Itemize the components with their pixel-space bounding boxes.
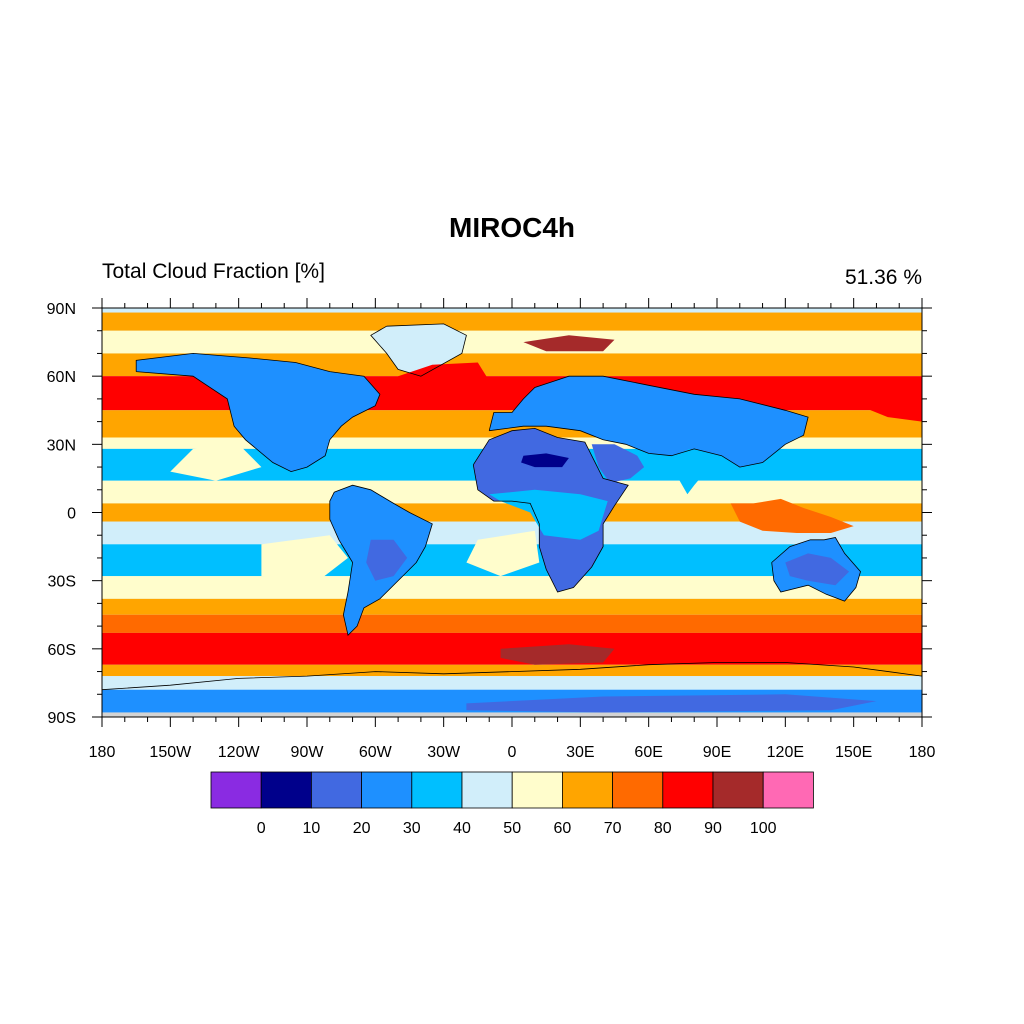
x-tick-label: 120W — [218, 744, 261, 761]
y-tick-label: 90N — [47, 301, 76, 318]
colorbar-swatch — [562, 771, 614, 809]
south-america-interior — [366, 539, 408, 581]
x-tick-label: 60W — [359, 744, 393, 761]
colorbar-label: 20 — [353, 820, 371, 837]
axis-ticks: 180 150W 120W 90W 60W 30W 0 30E 60E 90E 120E 150E 18… — [47, 298, 936, 761]
colorbar-label: 70 — [604, 820, 622, 837]
latitude-band-11 — [102, 576, 922, 599]
latitude-band-1 — [102, 330, 922, 354]
colorbar-label: 90 — [704, 820, 722, 837]
y-tick-label: 60N — [47, 369, 76, 386]
indonesia — [730, 498, 854, 533]
x-tick-label: 90W — [291, 744, 325, 761]
y-tick-label: 60S — [48, 642, 76, 659]
y-tick-label: 30N — [47, 437, 76, 454]
colorbar-label: 80 — [654, 820, 672, 837]
global-mean-label: 51.36 % — [844, 266, 922, 289]
se-pacific-stratocumulus — [261, 535, 348, 581]
colorbar-swatch — [612, 771, 664, 809]
x-tick-label: 180 — [89, 744, 116, 761]
colorbar-label: 10 — [303, 820, 321, 837]
y-tick-label: 0 — [67, 506, 76, 523]
colorbar-label: 50 — [503, 820, 521, 837]
latitude-band-15 — [102, 664, 922, 677]
colorbar-label: 100 — [750, 820, 777, 837]
north-pacific-storm — [853, 380, 922, 422]
colorbar: 0 10 20 30 40 50 60 70 80 90 100 — [210, 771, 814, 837]
south-america-coast — [329, 484, 433, 636]
colorbar-label: 60 — [554, 820, 572, 837]
southern-ocean-max — [500, 644, 615, 665]
latitude-band-16 — [102, 676, 922, 690]
colorbar-label: 40 — [453, 820, 471, 837]
colorbar-swatch — [511, 771, 563, 809]
colorbar-label: 0 — [257, 820, 266, 837]
antarctica-coast — [102, 662, 922, 691]
x-tick-label: 30W — [427, 744, 461, 761]
antarctica-interior — [466, 694, 877, 713]
barents-max — [523, 335, 615, 352]
colorbar-swatch — [712, 771, 764, 809]
latitude-band-18 — [102, 712, 922, 717]
colorbar-label: 30 — [403, 820, 421, 837]
latitude-band-12 — [102, 598, 922, 615]
latitude-band-8 — [102, 503, 922, 522]
x-tick-label: 30E — [566, 744, 594, 761]
field-regions — [136, 323, 922, 713]
x-tick-label: 150E — [835, 744, 872, 761]
coastlines — [102, 323, 922, 691]
x-tick-label: 150W — [149, 744, 192, 761]
africa-coast — [472, 427, 629, 593]
arabia-land — [591, 444, 645, 483]
x-tick-label: 90E — [703, 744, 731, 761]
colorbar-swatch — [411, 771, 463, 809]
colorbar-swatch — [662, 771, 714, 809]
x-tick-label: 120E — [767, 744, 804, 761]
colorbar-swatch — [210, 771, 262, 809]
north-america-coast — [135, 352, 381, 473]
latitude-band-13 — [102, 614, 922, 633]
north-atlantic-storm — [398, 362, 490, 399]
x-tick-label: 180 — [909, 744, 936, 761]
australia-coast — [771, 537, 861, 602]
map-title: MIROC4h — [449, 212, 575, 243]
greenland-coast — [370, 323, 467, 377]
colorbar-swatch — [260, 771, 312, 809]
north-america-land — [136, 353, 380, 472]
colorbar-swatch — [762, 771, 814, 809]
greenland-land — [370, 323, 467, 377]
latitude-band-0 — [102, 312, 922, 331]
x-tick-label: 60E — [634, 744, 662, 761]
colorbar-swatch — [461, 771, 513, 809]
y-tick-label: 30S — [48, 574, 76, 591]
australia-interior — [785, 553, 850, 586]
se-atlantic-stratocumulus — [466, 530, 540, 577]
colorbar-swatch — [310, 771, 362, 809]
eurasia-coast — [488, 375, 809, 468]
colorbar-swatch — [361, 771, 413, 809]
x-tick-label: 0 — [508, 744, 517, 761]
eurasia-land — [489, 376, 809, 468]
y-tick-label: 90S — [48, 710, 76, 727]
ne-pacific-stratocumulus — [170, 444, 262, 481]
india-land — [666, 448, 713, 495]
sahara-core — [521, 453, 569, 468]
variable-label: Total Cloud Fraction [%] — [102, 260, 325, 283]
